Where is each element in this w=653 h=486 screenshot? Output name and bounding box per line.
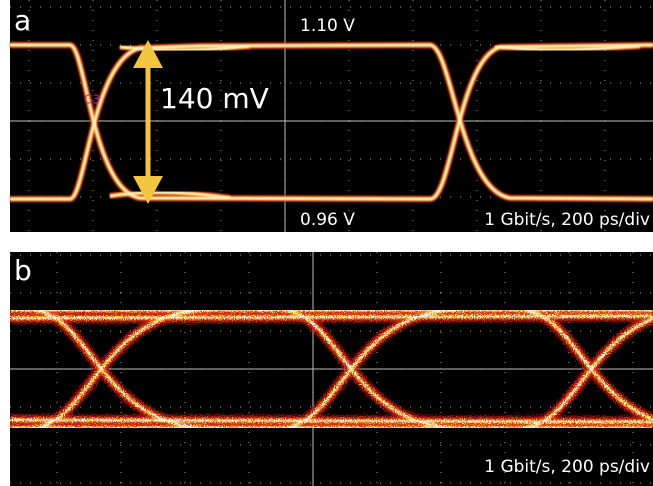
level-label: 0.96 V — [300, 210, 355, 230]
channel-label: C3 — [84, 93, 100, 107]
setting-label: 1 Gbit/s, 200 ps/div — [484, 210, 650, 230]
figure: a 1.10 V 0.96 V 140 mV C3 1 Gbit/s, 200 … — [0, 0, 653, 486]
amplitude-label: 140 mV — [160, 82, 269, 115]
panel-label: a — [14, 4, 31, 37]
level-label: 1.10 V — [300, 16, 355, 36]
panel-label: b — [14, 254, 32, 287]
setting-label: 1 Gbit/s, 200 ps/div — [484, 457, 650, 477]
